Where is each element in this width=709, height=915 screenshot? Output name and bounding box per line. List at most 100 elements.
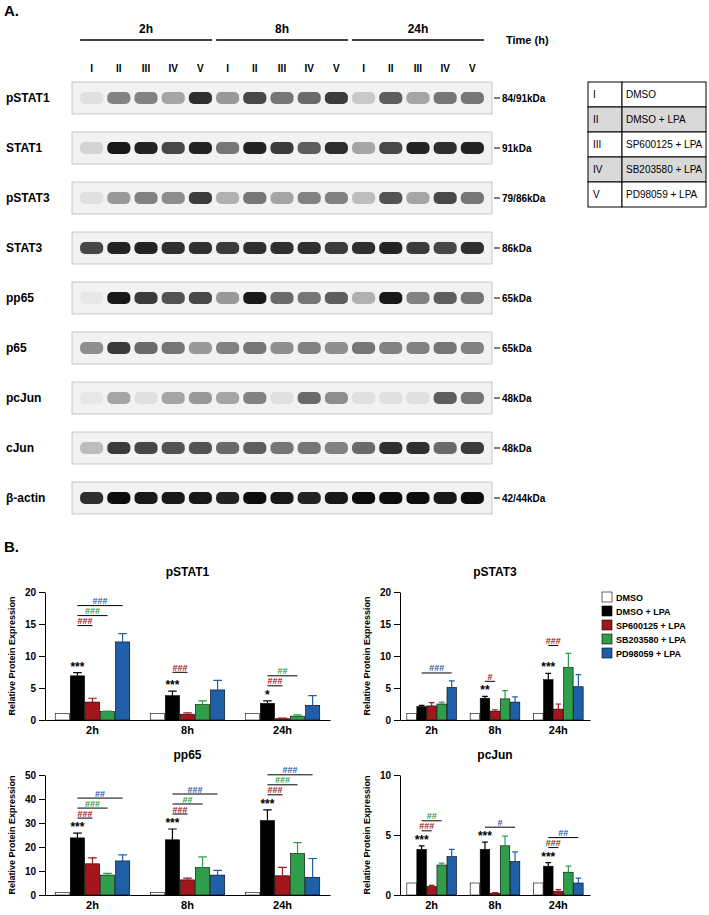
error-bar xyxy=(183,713,192,714)
time-axis-label: Time (h) xyxy=(506,34,549,46)
blot-strip xyxy=(72,282,492,314)
blot-band xyxy=(461,392,484,404)
bar xyxy=(510,861,520,895)
bar xyxy=(490,711,500,720)
blot-band xyxy=(352,192,375,204)
blot-band xyxy=(298,392,321,404)
bar xyxy=(115,642,129,720)
time-bar xyxy=(80,39,212,41)
bar xyxy=(480,698,490,720)
error-bar xyxy=(308,696,317,706)
lane-label: IV xyxy=(440,63,450,74)
tick-label: 5 xyxy=(30,683,36,694)
bar xyxy=(55,714,69,720)
significance-star: *** xyxy=(541,660,555,674)
mw-tick xyxy=(494,448,500,449)
significance-star: *** xyxy=(478,829,492,843)
error-bar xyxy=(429,885,435,886)
table-cell xyxy=(588,132,622,157)
bracket-label: ### xyxy=(85,799,100,809)
blot-band xyxy=(406,142,429,154)
bar xyxy=(195,705,209,720)
chart-title: pSTAT1 xyxy=(166,565,210,579)
bar xyxy=(150,714,164,720)
blot-band xyxy=(270,292,293,304)
blot-band xyxy=(461,492,484,504)
y-tick: 20 xyxy=(25,842,45,853)
blot-band xyxy=(461,292,484,304)
tick-label: 5 xyxy=(385,683,391,694)
blot-band xyxy=(162,342,185,354)
bracket-label: ### xyxy=(172,805,187,815)
x-tick: 2h xyxy=(86,720,99,736)
panel-label: A. xyxy=(4,2,19,19)
bracket-label: ### xyxy=(77,616,92,626)
table-text: II xyxy=(593,114,599,125)
blot-band xyxy=(406,242,429,254)
lane-label: II xyxy=(116,63,122,74)
chart: 051015202h8h24hpSTAT1Relative Protein Ex… xyxy=(7,565,331,736)
blot-band xyxy=(162,192,185,204)
error-bar xyxy=(278,717,287,719)
error-bar xyxy=(118,855,127,861)
error-bar xyxy=(492,710,498,711)
blot-band xyxy=(298,442,321,454)
tick-label: 15 xyxy=(25,619,37,630)
y-tick: 5 xyxy=(385,683,400,694)
axis-line xyxy=(400,776,401,896)
blot-band xyxy=(162,142,185,154)
bar xyxy=(544,866,554,895)
y-tick: 5 xyxy=(30,683,45,694)
blot-band xyxy=(434,92,457,104)
blot-band xyxy=(325,442,348,454)
y-tick: 0 xyxy=(30,715,45,726)
tick-label: 10 xyxy=(25,651,37,662)
y-axis: 0510 xyxy=(380,770,401,901)
error-bar xyxy=(88,698,97,702)
y-tick: 20 xyxy=(25,587,45,598)
lane-label: I xyxy=(90,63,93,74)
blot-band xyxy=(243,342,266,354)
lane-label: IV xyxy=(304,63,314,74)
mw-label: 65kDa xyxy=(502,343,532,354)
bar xyxy=(245,714,259,720)
blot-strip xyxy=(72,82,492,114)
lane-label: III xyxy=(414,63,423,74)
table-text: DMSO + LPA xyxy=(626,114,686,125)
bar xyxy=(470,883,480,895)
blot-band xyxy=(270,492,293,504)
y-tick: 0 xyxy=(385,890,400,901)
blot-band xyxy=(189,342,212,354)
legend-label: PD98059 + LPA xyxy=(616,649,682,659)
blot-band xyxy=(189,142,212,154)
tick-mark xyxy=(39,688,45,689)
error-bar xyxy=(198,701,207,705)
tick-mark xyxy=(39,799,45,800)
tick-mark xyxy=(39,656,45,657)
blot-band xyxy=(243,92,266,104)
blot-band xyxy=(270,192,293,204)
tick-label: 8h xyxy=(181,724,194,736)
axis-line xyxy=(46,895,331,896)
blot-band xyxy=(434,492,457,504)
legend-swatch xyxy=(602,606,612,616)
error-bar xyxy=(293,715,302,716)
error-bar xyxy=(88,858,97,864)
tick-label: 2h xyxy=(425,899,438,911)
blot-band xyxy=(189,92,212,104)
bracket-label: ## xyxy=(427,811,437,821)
bar xyxy=(407,714,417,720)
bracket-label: ## xyxy=(277,666,287,676)
axis-line xyxy=(45,593,46,721)
y-tick: 40 xyxy=(25,794,45,805)
bar xyxy=(544,680,554,720)
mw-label: 86kDa xyxy=(502,243,532,254)
legend-swatch xyxy=(602,620,612,630)
mw-label: 79/86kDa xyxy=(502,193,546,204)
axis-line xyxy=(400,593,401,721)
time-label: 24h xyxy=(408,22,429,36)
legend-swatch xyxy=(602,648,612,658)
bar xyxy=(490,893,500,895)
protein-label: pSTAT3 xyxy=(6,191,50,205)
blot-band xyxy=(270,342,293,354)
